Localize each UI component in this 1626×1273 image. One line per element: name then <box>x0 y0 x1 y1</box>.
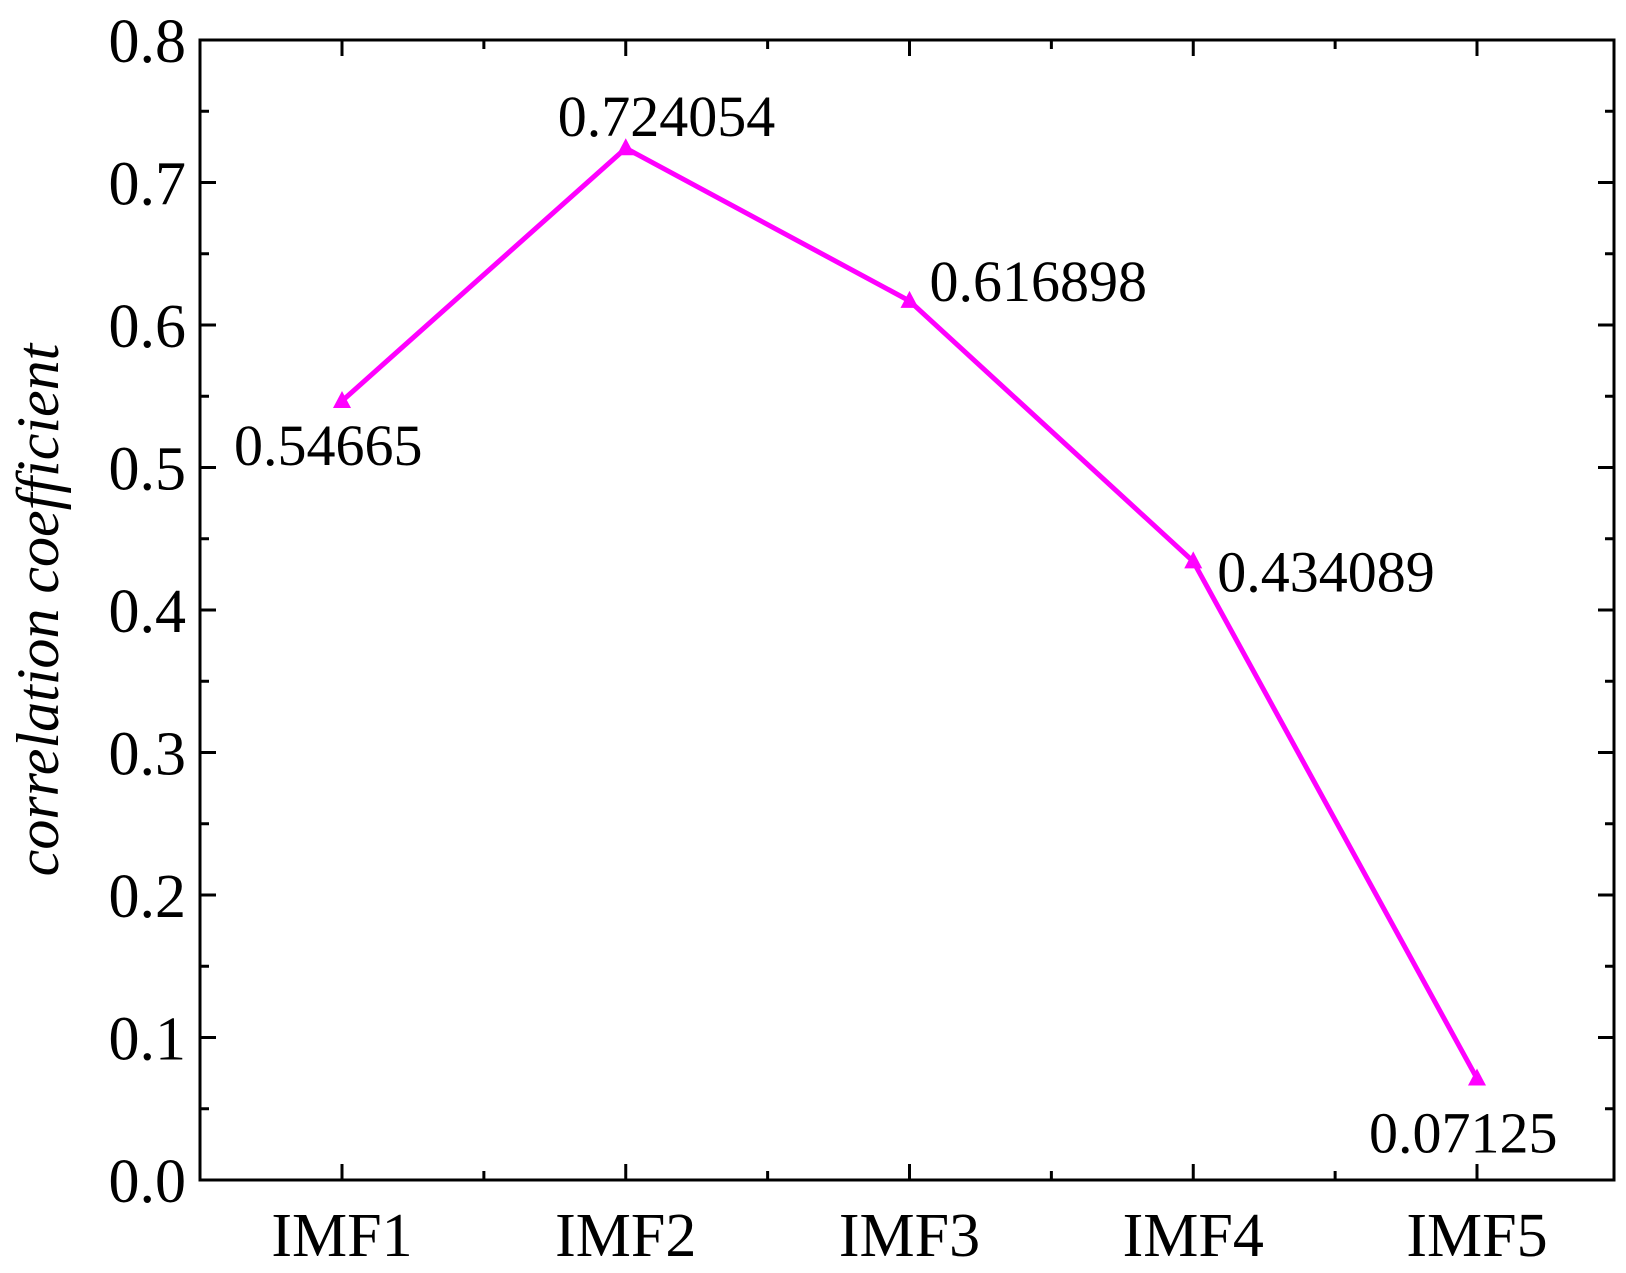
x-tick-label: IMF5 <box>1406 1202 1547 1270</box>
y-tick-label: 0.5 <box>109 436 187 504</box>
data-point-marker <box>333 391 351 409</box>
y-tick-label: 0.7 <box>109 151 187 219</box>
data-point-marker <box>1468 1068 1486 1086</box>
y-tick-label: 0.4 <box>109 578 187 646</box>
y-tick-label: 0.6 <box>109 293 187 361</box>
data-label: 0.724054 <box>558 84 776 149</box>
x-tick-label: IMF1 <box>271 1202 412 1270</box>
data-point-marker <box>900 290 919 308</box>
data-point-marker <box>616 138 635 156</box>
y-tick-label: 0.8 <box>109 8 187 76</box>
y-tick-label: 0.2 <box>109 863 187 931</box>
x-tick-label: IMF3 <box>839 1202 980 1270</box>
series-line <box>340 145 1480 1080</box>
data-label: 0.07125 <box>1369 1100 1558 1165</box>
x-tick-label: IMF4 <box>1123 1202 1264 1270</box>
y-tick-label: 0.1 <box>109 1006 187 1074</box>
y-axis: 0.0 0.1 0.2 0.3 0.4 0.5 0.6 0.7 0.8 <box>109 8 1614 1216</box>
data-label: 0.616898 <box>930 249 1148 314</box>
y-axis-title: correlation coefficient <box>5 342 71 876</box>
data-label: 0.434089 <box>1217 539 1435 604</box>
plot-frame <box>198 38 1616 1182</box>
y-tick-label: 0.0 <box>109 1148 187 1216</box>
x-axis: IMF1 IMF2 IMF3 IMF4 IMF5 <box>271 40 1548 1270</box>
data-label: 0.54665 <box>234 413 423 478</box>
data-point-marker <box>1184 551 1203 569</box>
series-layer: 0.54665 0.724054 0.616898 0.434089 0.07125 <box>234 84 1558 1165</box>
x-tick-label: IMF2 <box>555 1202 696 1270</box>
y-tick-label: 0.3 <box>109 721 187 789</box>
